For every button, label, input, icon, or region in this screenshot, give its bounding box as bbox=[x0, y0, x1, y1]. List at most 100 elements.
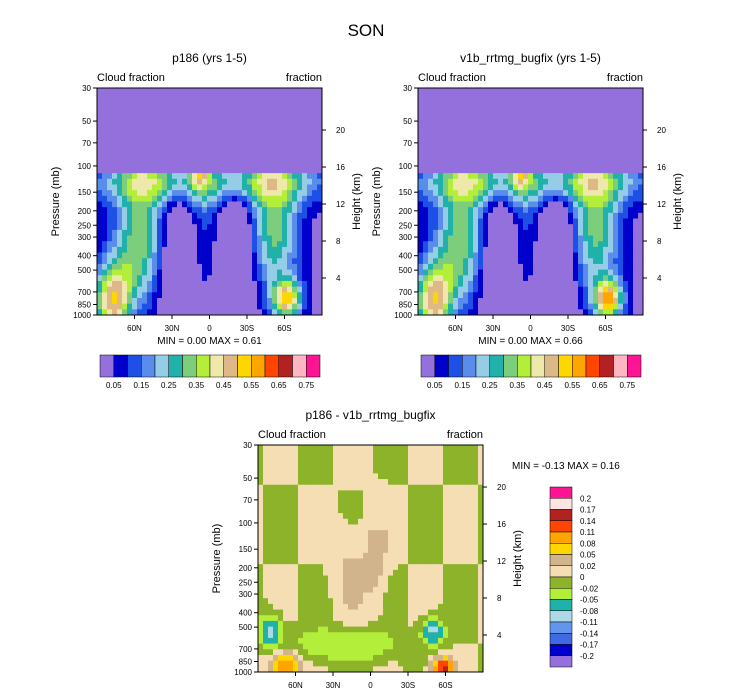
field-cell bbox=[237, 298, 242, 304]
field-cell bbox=[483, 241, 488, 247]
field-cell bbox=[262, 224, 267, 230]
field-cell bbox=[383, 456, 388, 462]
field-cell bbox=[408, 496, 413, 502]
field-cell bbox=[102, 179, 107, 185]
field-cell bbox=[302, 99, 307, 105]
field-cell bbox=[453, 524, 458, 530]
field-cell bbox=[428, 99, 433, 105]
field-cell bbox=[263, 513, 268, 519]
field-cell bbox=[187, 173, 192, 179]
field-cell bbox=[287, 111, 292, 117]
field-cell bbox=[197, 196, 202, 202]
field-cell bbox=[312, 94, 317, 100]
field-cell bbox=[302, 236, 307, 242]
field-cell bbox=[287, 309, 292, 315]
field-cell bbox=[268, 593, 273, 599]
field-cell bbox=[157, 94, 162, 100]
field-cell bbox=[463, 105, 468, 111]
field-cell bbox=[443, 111, 448, 117]
field-cell bbox=[473, 456, 478, 462]
field-cell bbox=[162, 139, 167, 145]
field-cell bbox=[127, 241, 132, 247]
field-cell bbox=[403, 507, 408, 513]
field-cell bbox=[378, 593, 383, 599]
field-cell bbox=[257, 236, 262, 242]
field-cell bbox=[287, 173, 292, 179]
field-cell bbox=[122, 116, 127, 122]
field-cell bbox=[207, 116, 212, 122]
field-cell bbox=[177, 207, 182, 213]
field-cell bbox=[242, 264, 247, 270]
field-cell bbox=[282, 258, 287, 264]
field-cell bbox=[127, 116, 132, 122]
field-cell bbox=[408, 507, 413, 513]
field-cell bbox=[428, 196, 433, 202]
field-cell bbox=[97, 105, 102, 111]
field-cell bbox=[498, 281, 503, 287]
field-cell bbox=[483, 298, 488, 304]
field-cell bbox=[358, 570, 363, 576]
field-cell bbox=[202, 179, 207, 185]
field-cell bbox=[232, 258, 237, 264]
field-cell bbox=[313, 462, 318, 468]
field-cell bbox=[242, 94, 247, 100]
field-cell bbox=[177, 156, 182, 162]
field-cell bbox=[272, 145, 277, 151]
field-cell bbox=[423, 213, 428, 219]
field-cell bbox=[543, 224, 548, 230]
field-cell bbox=[488, 156, 493, 162]
field-cell bbox=[528, 219, 533, 225]
field-cell bbox=[162, 247, 167, 253]
field-cell bbox=[257, 105, 262, 111]
field-cell bbox=[207, 190, 212, 196]
field-cell bbox=[107, 128, 112, 134]
field-cell bbox=[117, 281, 122, 287]
field-cell bbox=[478, 309, 483, 315]
field-cell bbox=[568, 213, 573, 219]
field-cell bbox=[518, 224, 523, 230]
field-cell bbox=[222, 281, 227, 287]
field-cell bbox=[323, 519, 328, 525]
field-cell bbox=[433, 587, 438, 593]
field-cell bbox=[583, 275, 588, 281]
field-cell bbox=[242, 133, 247, 139]
field-cell bbox=[438, 593, 443, 599]
field-cell bbox=[102, 184, 107, 190]
field-cell bbox=[157, 253, 162, 259]
field-cell bbox=[438, 479, 443, 485]
field-cell bbox=[493, 281, 498, 287]
field-cell bbox=[97, 270, 102, 276]
field-cell bbox=[463, 496, 468, 502]
field-cell bbox=[252, 224, 257, 230]
field-cell bbox=[563, 139, 568, 145]
field-cell bbox=[328, 451, 333, 457]
field-cell bbox=[438, 264, 443, 270]
field-cell bbox=[458, 122, 463, 128]
field-cell bbox=[383, 513, 388, 519]
field-cell bbox=[147, 88, 152, 94]
field-cell bbox=[593, 309, 598, 315]
field-cell bbox=[603, 128, 608, 134]
field-cell bbox=[242, 247, 247, 253]
field-cell bbox=[568, 99, 573, 105]
field-cell bbox=[212, 105, 217, 111]
field-cell bbox=[152, 150, 157, 156]
field-cell bbox=[297, 202, 302, 208]
field-cell bbox=[493, 298, 498, 304]
field-cell bbox=[142, 167, 147, 173]
field-cell bbox=[272, 196, 277, 202]
field-cell bbox=[112, 184, 117, 190]
field-cell bbox=[217, 190, 222, 196]
field-cell bbox=[568, 133, 573, 139]
field-cell bbox=[543, 219, 548, 225]
field-cell bbox=[368, 524, 373, 530]
field-cell bbox=[192, 94, 197, 100]
field-cell bbox=[588, 241, 593, 247]
field-cell bbox=[338, 553, 343, 559]
field-cell bbox=[418, 275, 423, 281]
field-cell bbox=[383, 570, 388, 576]
field-cell bbox=[222, 133, 227, 139]
field-cell bbox=[217, 304, 222, 310]
field-cell bbox=[318, 576, 323, 582]
field-cell bbox=[132, 150, 137, 156]
